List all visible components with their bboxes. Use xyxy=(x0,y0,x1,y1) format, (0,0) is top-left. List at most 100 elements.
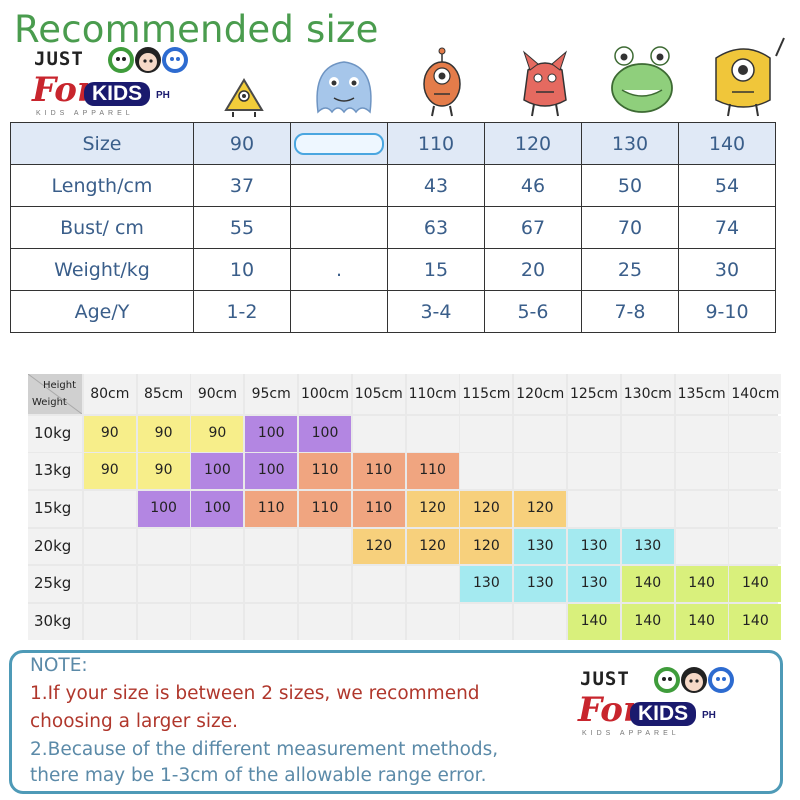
size-cell: 110 xyxy=(245,491,298,527)
empty-cell xyxy=(675,491,728,527)
empty-cell xyxy=(299,566,351,602)
weight-header-cell: 20kg xyxy=(28,528,82,565)
monster-frog-icon xyxy=(611,46,673,113)
size-table-cell: 30 xyxy=(678,248,776,291)
empty-cell xyxy=(621,453,674,490)
size-table-header-cell: 140 xyxy=(678,122,776,165)
size-table-cell: 46 xyxy=(484,164,582,207)
empty-cell xyxy=(191,603,244,640)
size-table-cell: 50 xyxy=(581,164,679,207)
size-cell: 110 xyxy=(352,453,405,490)
size-cell: 140 xyxy=(621,603,674,640)
empty-cell xyxy=(568,491,620,527)
note-line: 1.If your size is between 2 sizes, we re… xyxy=(30,683,480,704)
empty-cell xyxy=(137,528,190,565)
empty-cell xyxy=(191,566,244,602)
height-header-cell: 80cm xyxy=(83,374,136,414)
size-table-header-cell: Size xyxy=(10,122,194,165)
height-header-cell: 115cm xyxy=(460,374,513,414)
empty-cell xyxy=(83,491,136,527)
monster-ghost-icon xyxy=(316,61,372,114)
empty-cell xyxy=(406,566,459,602)
height-header-cell: 110cm xyxy=(406,374,459,414)
empty-cell xyxy=(514,415,567,452)
size-table-cell: 10 xyxy=(193,248,291,291)
size-cell: 100 xyxy=(137,491,190,527)
size-table-row-label: Bust/ cm xyxy=(10,206,194,249)
note-line: 2.Because of the different measurement m… xyxy=(30,739,499,760)
size-table-cell: 1-2 xyxy=(193,290,291,333)
empty-cell xyxy=(406,603,459,640)
height-header-cell: 135cm xyxy=(675,374,728,414)
size-table-cell: 54 xyxy=(678,164,776,207)
size-table-header-cell: 90 xyxy=(193,122,291,165)
size-cell: 100 xyxy=(191,491,244,527)
size-table-cell: 43 xyxy=(387,164,485,207)
empty-cell xyxy=(729,528,782,565)
size-table-row-label: Weight/kg xyxy=(10,248,194,291)
size-cell: 100 xyxy=(299,415,351,452)
size-cell: 130 xyxy=(514,528,567,565)
size-table-cell: 5-6 xyxy=(484,290,582,333)
size-table-row: Length/cm 37 43 46 50 54 xyxy=(10,164,776,207)
size-cell: 100 xyxy=(245,415,298,452)
size-cell: 90 xyxy=(83,415,136,452)
empty-cell xyxy=(352,566,405,602)
size-cell: 110 xyxy=(406,453,459,490)
size-table-header-cell xyxy=(290,122,388,165)
size-table-cell: 37 xyxy=(193,164,291,207)
empty-cell xyxy=(83,566,136,602)
size-table-cell: 20 xyxy=(484,248,582,291)
size-cell: 90 xyxy=(83,453,136,490)
height-header-cell: 95cm xyxy=(245,374,298,414)
empty-cell xyxy=(729,491,782,527)
size-table-row: Weight/kg 10 . 15 20 25 30 xyxy=(10,248,776,291)
height-weight-size-grid: Height Weight 80cm 85cm 90cm 95cm 100cm 105cm… xyxy=(28,374,782,640)
height-header-cell: 140cm xyxy=(729,374,782,414)
size-cell: 120 xyxy=(460,528,513,565)
size-table-cell: 15 xyxy=(387,248,485,291)
size-table-cell: 7-8 xyxy=(581,290,679,333)
empty-cell xyxy=(621,415,674,452)
size-table-row: Age/Y 1-2 3-4 5-6 7-8 9-10 xyxy=(10,290,776,333)
size-cell: 140 xyxy=(675,566,728,602)
size-table-cell xyxy=(290,290,388,333)
corner-weight-label: Weight xyxy=(32,397,67,408)
size-cell: 120 xyxy=(406,528,459,565)
empty-cell xyxy=(83,603,136,640)
size-table-header-row: Size 90 110 120 130 140 xyxy=(10,122,776,165)
height-header-cell: 105cm xyxy=(352,374,405,414)
weight-header-cell: 13kg xyxy=(28,453,82,490)
empty-cell xyxy=(352,415,405,452)
size-table-cell: 55 xyxy=(193,206,291,249)
diagonal-divider-icon xyxy=(28,374,82,414)
empty-cell xyxy=(514,453,567,490)
empty-cell xyxy=(299,603,351,640)
size-cell: 120 xyxy=(406,491,459,527)
size-cell: 110 xyxy=(299,491,351,527)
corner-height-label: Height xyxy=(42,380,76,391)
empty-cell xyxy=(568,415,620,452)
size-table-cell: . xyxy=(290,248,388,291)
empty-cell xyxy=(675,415,728,452)
size-cell: 100 xyxy=(191,453,244,490)
height-header-cell: 120cm xyxy=(514,374,567,414)
empty-cell xyxy=(245,528,298,565)
size-cell: 130 xyxy=(514,566,567,602)
empty-cell xyxy=(621,491,674,527)
size-cell: 90 xyxy=(137,415,190,452)
brand-logo: JUST For KIDS PH KIDS APPAREL xyxy=(30,47,190,120)
empty-cell xyxy=(137,566,190,602)
empty-cell xyxy=(352,603,405,640)
size-cell: 140 xyxy=(729,566,782,602)
empty-cell xyxy=(406,415,459,452)
empty-cell xyxy=(137,603,190,640)
size-table-cell: 74 xyxy=(678,206,776,249)
empty-cell xyxy=(675,528,728,565)
size-cell: 140 xyxy=(621,566,674,602)
size-cell: 130 xyxy=(460,566,513,602)
height-header-cell: 85cm xyxy=(137,374,190,414)
brand-logo-bottom: JUST For KIDS PH KIDS APPAREL xyxy=(576,667,736,740)
weight-header-cell: 15kg xyxy=(28,491,82,527)
height-header-cell: 90cm xyxy=(191,374,244,414)
